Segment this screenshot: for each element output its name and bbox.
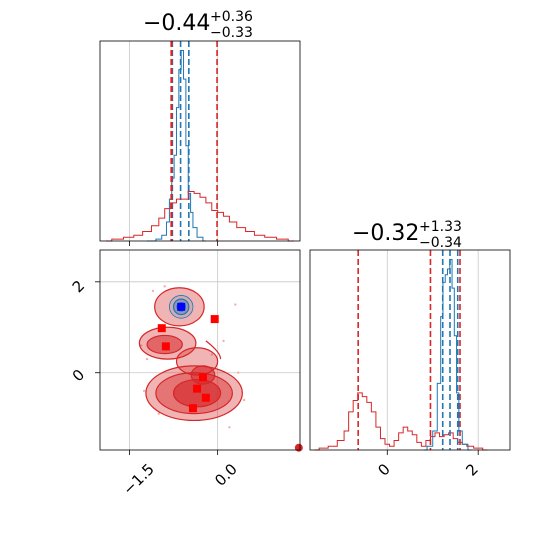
- contour-point-7: [188, 404, 197, 413]
- contour-ytick-2: 2: [69, 277, 88, 296]
- right-hist-title-upper: +1.33: [419, 219, 462, 235]
- top-hist-series-red-line: [105, 190, 295, 242]
- contour-point-0: [177, 302, 186, 311]
- contour-point-4: [198, 373, 207, 382]
- contour-xtick-neg1p5: −1.5: [119, 460, 157, 498]
- contour-point-8: [294, 443, 303, 452]
- contour-point-1: [210, 315, 219, 324]
- contour-ytick-0: 0: [69, 366, 88, 385]
- contour-speck-5: [151, 289, 155, 293]
- contour-point-5: [193, 384, 202, 393]
- contour-point-2: [157, 324, 166, 333]
- contour-speck-7: [157, 412, 161, 415]
- contour-tail: [205, 340, 222, 360]
- contour-speck-10: [242, 398, 246, 402]
- contour-speck-0: [139, 344, 143, 347]
- right-hist-series-red-line: [314, 392, 488, 451]
- contour-speck-6: [228, 426, 231, 429]
- contour-point-6: [201, 393, 210, 402]
- right-hist-title-lower: −0.34: [419, 235, 462, 251]
- contour-speck-9: [142, 389, 146, 393]
- top-hist-panel: [99, 40, 301, 246]
- right-hist-title-value: −0.32: [352, 221, 419, 246]
- contour-point-3: [161, 342, 170, 351]
- contour-speck-3: [222, 339, 225, 343]
- right-hist-frame: [309, 249, 511, 451]
- top-hist-title-upper: +0.36: [210, 9, 253, 25]
- right-hist-panel: [309, 249, 511, 455]
- contour-speck-11: [163, 285, 166, 288]
- contour-panel: [95, 249, 303, 455]
- contour-region-6: [172, 378, 222, 408]
- right-xtick-2: 2: [462, 460, 481, 479]
- right-xtick-0: 0: [374, 460, 393, 479]
- contour-frame: [99, 249, 301, 451]
- top-hist-title-lower: −0.33: [210, 25, 253, 41]
- contour-speck-8: [237, 371, 240, 374]
- contour-speck-2: [210, 353, 213, 356]
- top-hist-series-blue-line: [147, 50, 206, 242]
- top-hist-title-value: −0.44: [143, 11, 210, 36]
- contour-speck-1: [145, 357, 149, 361]
- contour-speck-4: [234, 303, 237, 306]
- contour-xtick-0p0: 0.0: [211, 460, 241, 490]
- right-hist-series-blue-line: [423, 259, 472, 451]
- top-hist-frame: [99, 40, 301, 242]
